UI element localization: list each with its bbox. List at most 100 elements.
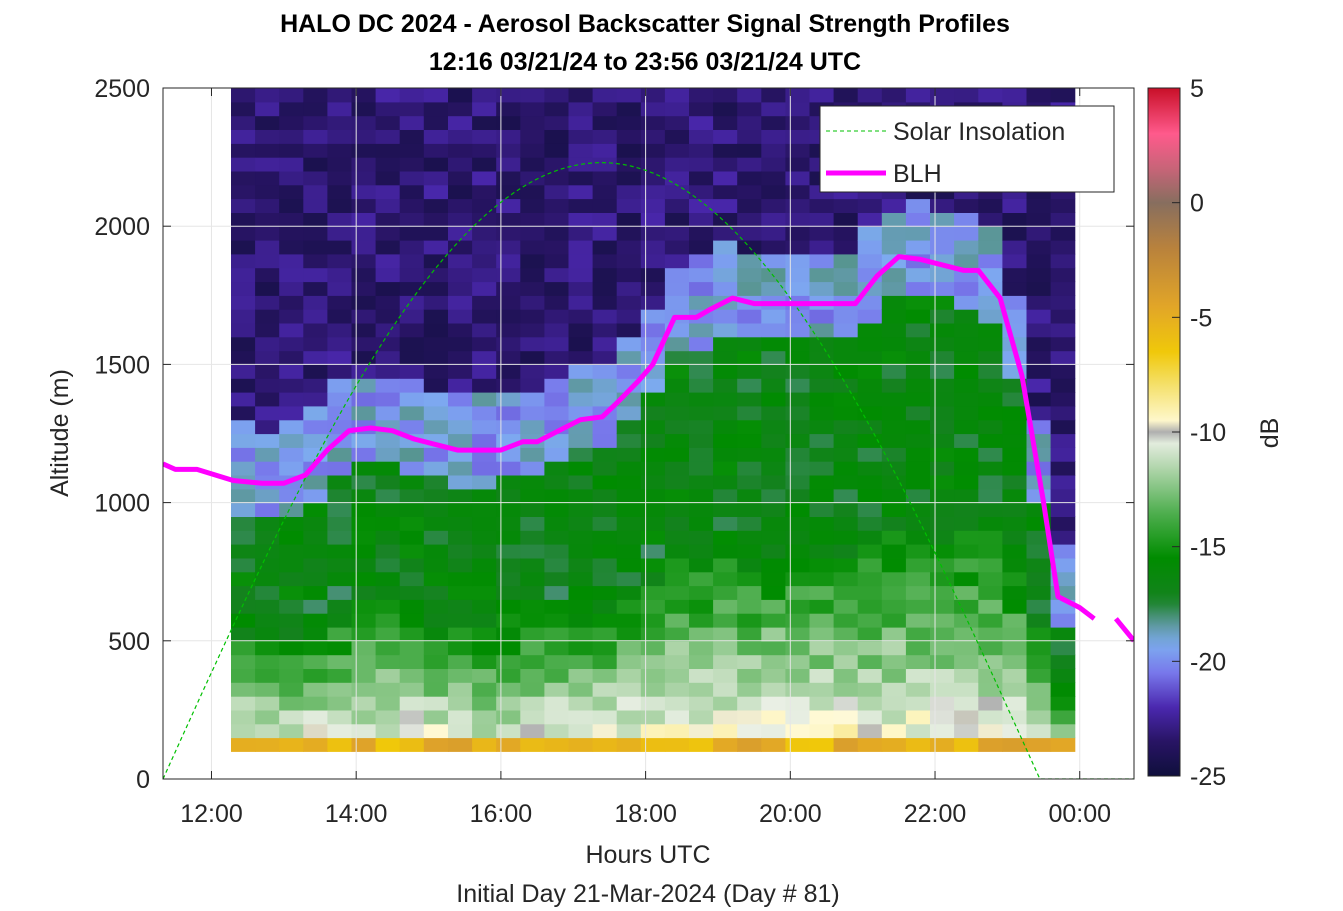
heatmap-cell xyxy=(568,240,594,255)
heatmap-cell xyxy=(689,322,714,338)
heatmap-cell xyxy=(857,530,883,545)
heatmap-cell xyxy=(809,599,835,614)
heatmap-cell xyxy=(640,640,666,656)
heatmap-cell xyxy=(978,253,1003,269)
heatmap-cell xyxy=(785,419,811,435)
heatmap-cell xyxy=(255,281,280,296)
heatmap-cell xyxy=(399,198,425,213)
heatmap-cell xyxy=(592,613,618,628)
heatmap-cell xyxy=(231,585,256,600)
heatmap-cell xyxy=(472,143,497,158)
heatmap-cell xyxy=(785,364,811,379)
heatmap-cell xyxy=(1026,447,1052,462)
heatmap-cell xyxy=(375,599,401,614)
heatmap-cell xyxy=(640,295,666,310)
heatmap-cell xyxy=(375,557,401,573)
heatmap-cell xyxy=(327,475,353,490)
heatmap-cell xyxy=(761,737,786,752)
heatmap-cell xyxy=(640,240,666,255)
heatmap-cell xyxy=(496,295,521,310)
heatmap-cell xyxy=(857,488,883,504)
heatmap-cell xyxy=(303,737,328,752)
heatmap-cell xyxy=(568,184,594,200)
heatmap-cell xyxy=(327,88,353,103)
heatmap-cell xyxy=(713,488,738,504)
heatmap-cell xyxy=(544,640,570,656)
heatmap-cell xyxy=(568,488,594,504)
heatmap-cell xyxy=(303,240,328,255)
heatmap-cell xyxy=(568,723,594,739)
heatmap-cell xyxy=(1002,557,1028,573)
heatmap-cell xyxy=(255,682,280,697)
heatmap-cell xyxy=(303,198,328,213)
heatmap-cell xyxy=(930,723,955,739)
heatmap-cell xyxy=(954,640,979,656)
heatmap-cell xyxy=(592,295,618,310)
heatmap-cell xyxy=(472,682,497,697)
heatmap-cell xyxy=(448,696,473,711)
heatmap-cell xyxy=(930,309,955,324)
heatmap-cell xyxy=(327,129,353,144)
heatmap-cell xyxy=(664,530,690,545)
heatmap-cell xyxy=(713,170,738,186)
heatmap-cell xyxy=(616,267,642,283)
heatmap-cell xyxy=(448,240,473,255)
heatmap-cell xyxy=(833,599,859,614)
x-tick-label: 00:00 xyxy=(1048,800,1111,828)
heatmap-cell xyxy=(833,212,859,227)
heatmap-cell xyxy=(857,392,883,407)
heatmap-cell xyxy=(255,392,280,407)
heatmap-cell xyxy=(809,516,835,531)
heatmap-cell xyxy=(640,88,666,103)
heatmap-cell xyxy=(809,226,835,241)
heatmap-cell xyxy=(399,737,425,752)
heatmap-cell xyxy=(375,281,401,296)
heatmap-cell xyxy=(978,585,1003,600)
heatmap-cell xyxy=(592,516,618,531)
heatmap-cell xyxy=(303,516,328,531)
heatmap-cell xyxy=(978,309,1003,324)
heatmap-cell xyxy=(544,88,570,103)
heatmap-cell xyxy=(520,613,545,628)
heatmap-cell xyxy=(423,502,449,517)
heatmap-cell xyxy=(954,226,979,241)
heatmap-cell xyxy=(303,419,328,435)
heatmap-cell xyxy=(303,309,328,324)
heatmap-cell xyxy=(592,240,618,255)
heatmap-cell xyxy=(905,530,931,545)
heatmap-cell xyxy=(351,544,377,559)
heatmap-cell xyxy=(1002,682,1028,697)
heatmap-cell xyxy=(279,737,304,752)
heatmap-cell xyxy=(423,364,449,379)
heatmap-cell xyxy=(592,502,618,517)
heatmap-cell xyxy=(1050,364,1076,379)
heatmap-cell xyxy=(785,709,811,725)
heatmap-cell xyxy=(640,392,666,407)
heatmap-cell xyxy=(496,101,521,117)
heatmap-cell xyxy=(737,654,762,669)
heatmap-cell xyxy=(640,405,666,421)
heatmap-cell xyxy=(1002,723,1028,739)
heatmap-cell xyxy=(423,336,449,352)
heatmap-cell xyxy=(496,364,521,379)
heatmap-cell xyxy=(520,240,545,255)
heatmap-cell xyxy=(1002,613,1028,628)
heatmap-cell xyxy=(231,129,256,144)
heatmap-cell xyxy=(881,309,907,324)
heatmap-cell xyxy=(930,433,955,448)
heatmap-cell xyxy=(568,364,594,379)
heatmap-cell xyxy=(423,599,449,614)
heatmap-cell xyxy=(954,198,979,213)
heatmap-cell xyxy=(303,392,328,407)
heatmap-cell xyxy=(375,115,401,130)
heatmap-cell xyxy=(881,336,907,352)
heatmap-cell xyxy=(809,613,835,628)
heatmap-cell xyxy=(544,654,570,669)
heatmap-cell xyxy=(279,101,304,117)
heatmap-cell xyxy=(761,309,786,324)
heatmap-cell xyxy=(954,392,979,407)
heatmap-cell xyxy=(399,115,425,130)
heatmap-cell xyxy=(616,240,642,255)
heatmap-cell xyxy=(496,627,521,642)
heatmap-cell xyxy=(809,627,835,642)
